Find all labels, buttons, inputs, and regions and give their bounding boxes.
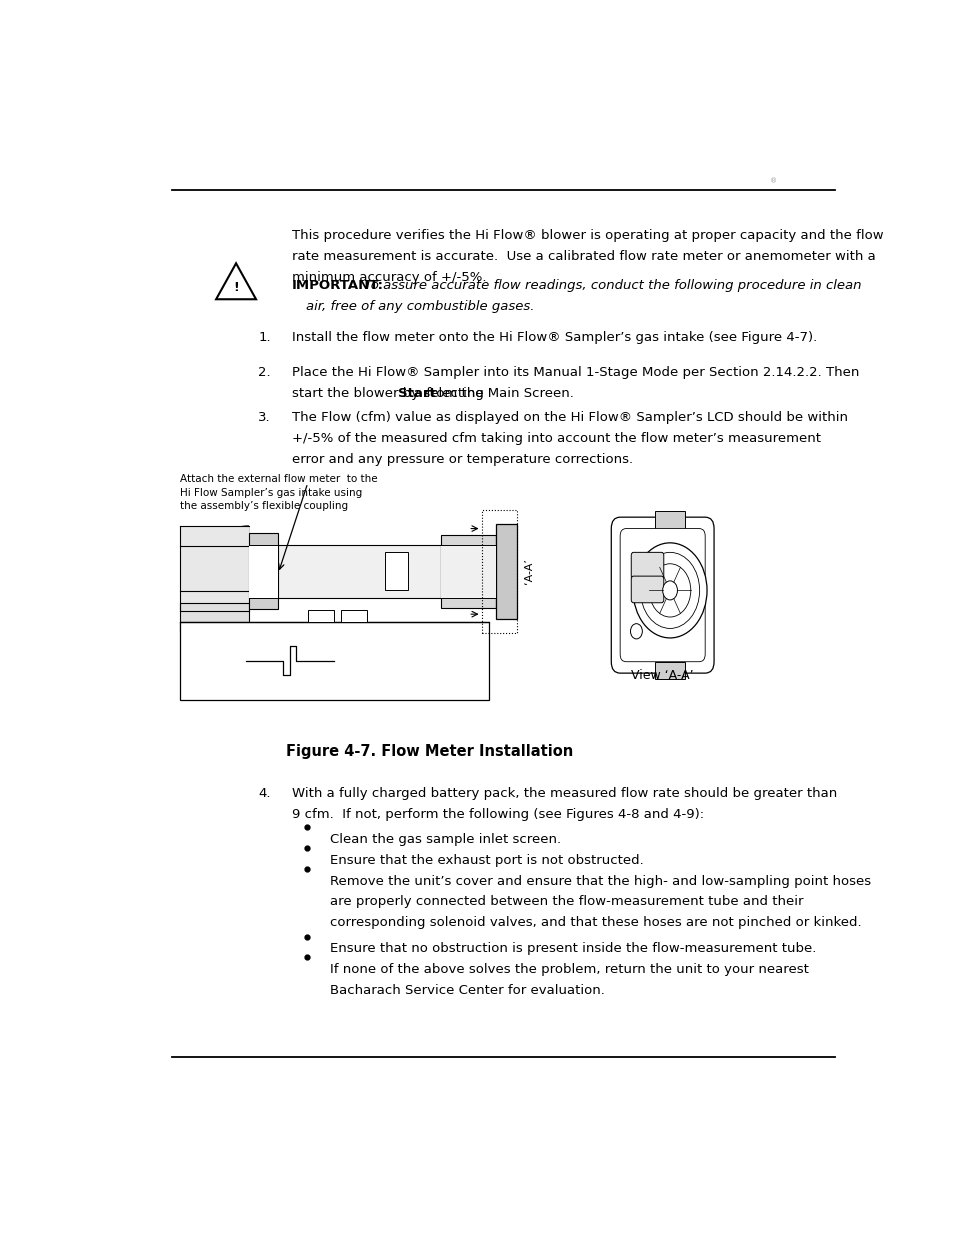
Text: With a fully charged battery pack, the measured flow rate should be greater than: With a fully charged battery pack, the m… [292, 787, 836, 800]
Bar [180, 603, 249, 631]
Text: If none of the above solves the problem, return the unit to your nearest: If none of the above solves the problem,… [330, 963, 808, 976]
Text: ‘A-A’: ‘A-A’ [524, 558, 534, 584]
Text: Ensure that no obstruction is present inside the flow-measurement tube.: Ensure that no obstruction is present in… [330, 942, 816, 955]
Circle shape [633, 543, 706, 638]
Bar [385, 552, 407, 590]
Text: +/-5% of the measured cfm taking into account the flow meter’s measurement: +/-5% of the measured cfm taking into ac… [292, 431, 820, 445]
Bar [278, 545, 440, 598]
Text: Clean the gas sample inlet screen.: Clean the gas sample inlet screen. [330, 832, 560, 846]
Text: Place the Hi Flow® Sampler into its Manual 1-Stage Mode per Section 2.14.2.2. Th: Place the Hi Flow® Sampler into its Manu… [292, 366, 858, 379]
Text: from the Main Screen.: from the Main Screen. [421, 387, 574, 400]
Bar [180, 526, 249, 611]
Text: Ensure that the exhaust port is not obstructed.: Ensure that the exhaust port is not obst… [330, 853, 643, 867]
Bar [496, 524, 517, 619]
Text: 1.: 1. [258, 331, 271, 343]
Text: Figure 4-7. Flow Meter Installation: Figure 4-7. Flow Meter Installation [286, 745, 573, 760]
Text: 3.: 3. [258, 411, 271, 424]
FancyBboxPatch shape [631, 552, 663, 579]
Text: start the blower by selecting: start the blower by selecting [292, 387, 487, 400]
Text: Install the flow meter onto the Hi Flow® Sampler’s gas intake (see Figure 4-7).: Install the flow meter onto the Hi Flow®… [292, 331, 816, 343]
FancyBboxPatch shape [611, 517, 713, 673]
Text: minimum accuracy of +/-5%.: minimum accuracy of +/-5%. [292, 270, 485, 284]
Text: rate measurement is accurate.  Use a calibrated flow rate meter or anemometer wi: rate measurement is accurate. Use a cali… [292, 249, 874, 263]
Text: 4.: 4. [258, 787, 271, 800]
Bar [249, 534, 278, 609]
Text: are properly connected between the flow-measurement tube and their: are properly connected between the flow-… [330, 895, 802, 908]
Text: !: ! [233, 282, 238, 294]
Text: This procedure verifies the Hi Flow® blower is operating at proper capacity and : This procedure verifies the Hi Flow® blo… [292, 228, 882, 242]
Bar [655, 662, 684, 679]
Circle shape [662, 580, 677, 600]
Text: Bacharach Service Center for evaluation.: Bacharach Service Center for evaluation. [330, 983, 604, 997]
Text: Remove the unit’s cover and ensure that the high- and low-sampling point hoses: Remove the unit’s cover and ensure that … [330, 874, 870, 888]
FancyBboxPatch shape [619, 529, 704, 662]
Text: error and any pressure or temperature corrections.: error and any pressure or temperature co… [292, 452, 632, 466]
Text: 9 cfm.  If not, perform the following (see Figures 4-8 and 4-9):: 9 cfm. If not, perform the following (se… [292, 808, 703, 821]
Text: The Flow (cfm) value as displayed on the Hi Flow® Sampler’s LCD should be within: The Flow (cfm) value as displayed on the… [292, 411, 846, 424]
Text: 2.: 2. [258, 366, 271, 379]
Text: ®: ® [769, 178, 777, 184]
Bar [180, 621, 488, 700]
Bar [440, 545, 496, 598]
FancyBboxPatch shape [631, 576, 663, 603]
Bar [655, 511, 684, 529]
Polygon shape [206, 526, 249, 568]
Text: Start: Start [397, 387, 435, 400]
Bar [249, 545, 278, 598]
Circle shape [630, 624, 641, 638]
Bar [341, 610, 367, 621]
Text: View ‘A-A’: View ‘A-A’ [631, 669, 693, 682]
Bar [308, 610, 334, 621]
Text: air, free of any combustible gases.: air, free of any combustible gases. [305, 300, 534, 314]
Bar [440, 535, 496, 608]
Text: Attach the external flow meter  to the
Hi Flow Sampler’s gas intake using
the as: Attach the external flow meter to the Hi… [180, 474, 377, 511]
Text: corresponding solenoid valves, and that these hoses are not pinched or kinked.: corresponding solenoid valves, and that … [330, 915, 861, 929]
Text: IMPORTANT:: IMPORTANT: [292, 279, 383, 293]
Bar [481, 510, 517, 634]
Text: To assure accurate flow readings, conduct the following procedure in clean: To assure accurate flow readings, conduc… [360, 279, 861, 293]
